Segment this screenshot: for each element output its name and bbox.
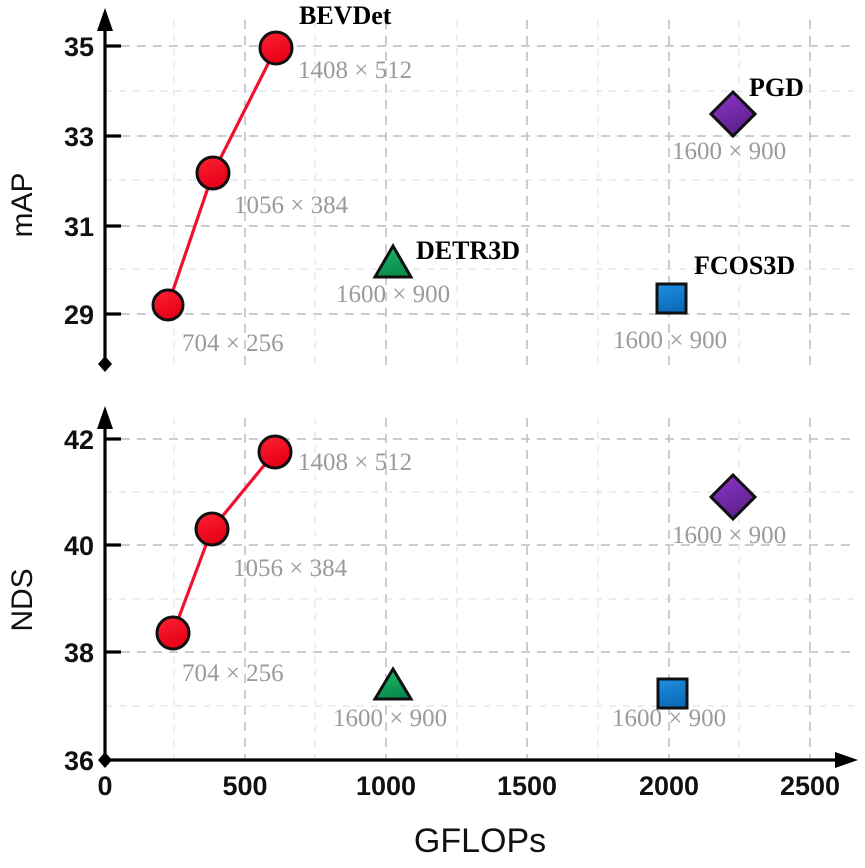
bevdet-point-1408x512-map	[258, 30, 294, 66]
y-tick-nds-40: 40	[64, 531, 94, 561]
grid-horizontal-major-nds	[105, 438, 855, 653]
res-label-1408x512-nds: 1408 × 512	[298, 449, 412, 476]
fcos3d-point-nds	[656, 677, 689, 710]
res-label-fcos3d-nds: 1600 × 900	[612, 705, 726, 732]
res-label-1056x384-nds: 1056 × 384	[233, 555, 348, 582]
y-tick-map-29: 29	[64, 300, 94, 330]
y-tick-map-35: 35	[64, 32, 94, 62]
model-label-fcos3d-map: FCOS3D	[694, 251, 795, 280]
y-tick-nds-38: 38	[64, 638, 94, 668]
bevdet-point-1056x384-nds	[194, 511, 230, 547]
y-axis-label-map: mAP	[6, 172, 39, 237]
res-label-pgd-map: 1600 × 900	[672, 138, 786, 165]
fcos3d-point-map	[655, 282, 688, 315]
bevdet-point-704x256-nds	[155, 615, 191, 651]
x-axis-label: GFLOPs	[414, 822, 546, 860]
bevdet-series-line-nds	[171, 450, 277, 635]
bevdet-point-1056x384-map	[195, 155, 231, 191]
x-tick-500: 500	[222, 771, 267, 801]
res-label-704x256-nds: 704 × 256	[182, 660, 284, 687]
res-label-detr3d-nds: 1600 × 900	[333, 705, 447, 732]
x-tick-1000: 1000	[356, 771, 416, 801]
detr3d-point-map	[372, 243, 414, 279]
detr3d-point-nds	[372, 666, 414, 701]
grid-vertical-minor-map	[173, 20, 740, 368]
model-label-pgd-map: PGD	[749, 73, 804, 102]
y-tick-map-33: 33	[64, 122, 94, 152]
res-label-704x256-map: 704 × 256	[182, 330, 284, 357]
bevdet-point-704x256-map	[151, 288, 185, 322]
grid-vertical-major-nds	[244, 418, 811, 758]
x-tick-1500: 1500	[497, 771, 557, 801]
res-label-pgd-nds: 1600 × 900	[672, 522, 786, 549]
x-tick-2000: 2000	[639, 771, 699, 801]
grid-vertical-minor-nds	[173, 418, 740, 758]
res-label-fcos3d-map: 1600 × 900	[613, 327, 727, 354]
grid-horizontal-major-map	[105, 45, 855, 315]
res-label-1056x384-map: 1056 × 384	[234, 192, 349, 219]
panel-map: 29 31 33 35 mAP BEVDet DETR3D FCOS3D PGD	[6, 1, 855, 372]
y-axis-label-nds: NDS	[6, 568, 39, 631]
y-tick-map-31: 31	[64, 212, 94, 242]
x-axis-nds	[105, 752, 858, 768]
res-label-detr3d-map: 1600 × 900	[336, 281, 450, 308]
y-tick-nds-42: 42	[64, 425, 94, 455]
pgd-point-map	[708, 89, 758, 139]
model-label-bevdet-map: BEVDet	[299, 1, 392, 30]
y-tick-nds-36: 36	[64, 746, 94, 776]
panel-nds: 36 38 40 42 NDS 0 500 1000 1500 2000 250…	[6, 406, 858, 860]
x-tick-2500: 2500	[780, 771, 840, 801]
res-label-1408x512-map: 1408 × 512	[298, 57, 412, 84]
pgd-point-nds	[708, 472, 758, 522]
y-axis-nds	[97, 406, 121, 768]
bevdet-point-1408x512-nds	[257, 434, 293, 470]
x-tick-0: 0	[97, 771, 112, 801]
y-axis-map	[97, 8, 121, 372]
model-label-detr3d-map: DETR3D	[416, 236, 520, 265]
